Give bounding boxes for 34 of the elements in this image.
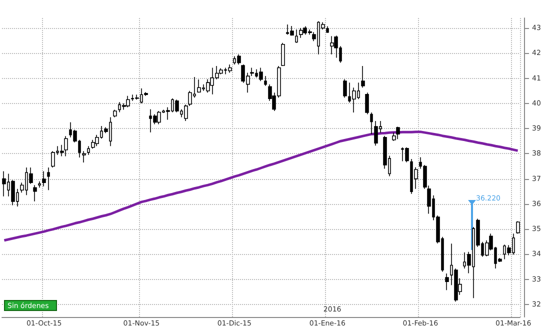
- candlestick: [91, 139, 95, 150]
- candlestick: [281, 42, 285, 66]
- candlestick: [405, 147, 409, 163]
- candlestick: [361, 66, 365, 88]
- candlestick: [197, 79, 201, 94]
- candlestick: [295, 29, 298, 44]
- candlestick: [365, 92, 369, 115]
- candlestick: [87, 146, 90, 156]
- candlestick: [175, 99, 179, 113]
- candlestick: [516, 220, 520, 234]
- candlestick: [290, 26, 294, 36]
- line-series: [2, 130, 520, 242]
- candlestick: [374, 120, 378, 146]
- candlestick: [264, 76, 267, 86]
- candlestick: [396, 126, 400, 140]
- candlestick: [2, 170, 6, 197]
- candlestick: [445, 273, 449, 291]
- candlestick: [237, 54, 241, 65]
- candlestick: [47, 167, 50, 191]
- candlestick: [64, 136, 68, 157]
- candlestick: [42, 170, 46, 187]
- candlestick: [299, 28, 303, 38]
- candlestick: [157, 110, 161, 125]
- candlestick: [343, 78, 347, 98]
- candlestick: [38, 180, 41, 188]
- candlestick: [113, 109, 117, 118]
- candlestick: [126, 95, 130, 108]
- candlestick: [228, 64, 232, 74]
- candlestick: [82, 150, 86, 163]
- candlestick: [330, 36, 334, 55]
- candlestick: [259, 67, 263, 82]
- candlestick: [33, 184, 37, 202]
- candlestick: [370, 112, 373, 134]
- candlestick: [334, 35, 338, 58]
